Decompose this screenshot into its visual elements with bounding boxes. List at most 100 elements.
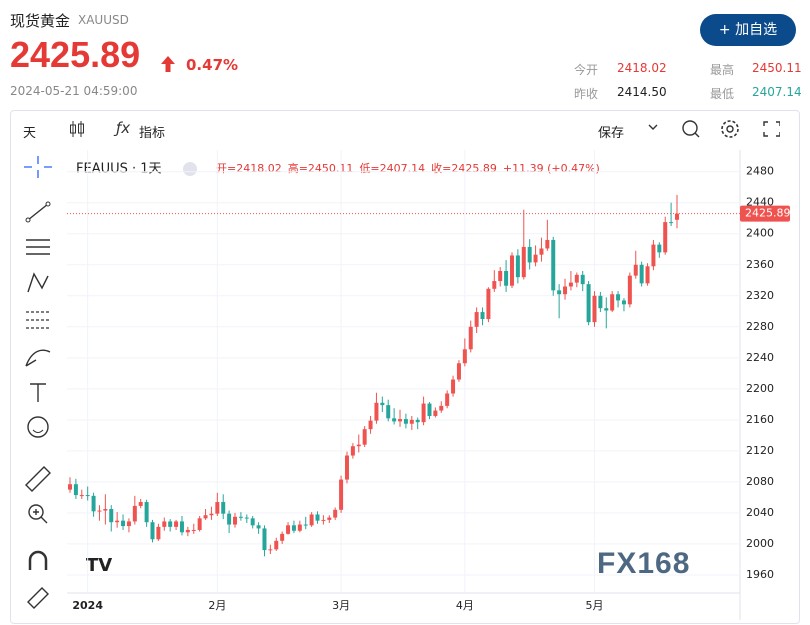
candle-body — [639, 264, 644, 284]
candle-body — [191, 529, 196, 531]
candle-body — [79, 495, 84, 497]
candle-body — [633, 264, 638, 276]
candle-body — [504, 270, 509, 286]
fx-icon: ƒx — [116, 119, 131, 137]
candle-body — [291, 525, 296, 531]
ohlc-label: 高=2450.11 — [288, 161, 354, 175]
candle-body — [386, 405, 391, 419]
y-tick-label: 2200 — [746, 382, 774, 395]
stat-value: 2414.50 — [617, 85, 667, 99]
stat-label: 今开 — [574, 63, 599, 77]
candle-body — [138, 502, 143, 506]
candle-body — [321, 519, 326, 521]
candle-body — [97, 510, 102, 512]
candle-body — [468, 326, 473, 350]
candle-body — [415, 419, 420, 423]
last-price-label: 2425.89 — [745, 207, 791, 220]
candle-body — [179, 521, 184, 533]
stat-label: 最高 — [710, 63, 735, 77]
candle-body — [280, 533, 285, 541]
candle-body — [669, 222, 674, 224]
symbol-name: 现货黄金 — [10, 12, 71, 30]
candle-body — [327, 517, 332, 520]
x-tick-label: 4月 — [456, 599, 474, 612]
save-button[interactable]: 保存 — [598, 126, 625, 141]
candle-body — [209, 513, 214, 516]
candle-body — [333, 509, 338, 518]
candle-body — [616, 294, 621, 301]
change: 0.47% — [186, 56, 239, 74]
candle-body — [398, 419, 403, 422]
candle-body — [268, 549, 273, 551]
candle-body — [274, 540, 279, 550]
candle-body — [392, 418, 397, 422]
candle-body — [403, 419, 408, 424]
collapse-icon[interactable] — [183, 162, 197, 176]
candle-body — [610, 294, 615, 311]
candle-body — [421, 403, 426, 423]
candle-body — [498, 270, 503, 282]
x-tick-label: 2月 — [208, 599, 226, 612]
candle-body — [227, 513, 232, 525]
candle-body — [303, 524, 308, 526]
candle-type-button[interactable] — [66, 118, 88, 140]
stat-label: 最低 — [710, 87, 735, 101]
y-tick-label: 1960 — [746, 568, 774, 581]
candle-body — [527, 246, 532, 263]
candle-body — [309, 514, 314, 526]
candle-body — [551, 239, 556, 291]
symbol-code: XAUUSD — [78, 13, 129, 27]
last-price-tag — [740, 205, 790, 222]
candle-body — [256, 525, 261, 529]
candle-body — [645, 266, 650, 284]
candle-body — [380, 402, 385, 406]
candle-body — [197, 518, 202, 530]
interval-button[interactable]: 天 — [23, 126, 37, 141]
candle-body — [174, 521, 179, 527]
candle-body — [233, 516, 238, 525]
candle-body — [445, 393, 450, 406]
y-tick-label: 2120 — [746, 444, 774, 457]
up-arrow — [161, 56, 175, 72]
chart-title: FEAUUS · 1天 — [76, 162, 162, 177]
candle-body — [203, 515, 208, 519]
candle-body — [533, 254, 538, 263]
candle-body — [621, 300, 626, 305]
candle-body — [598, 295, 603, 309]
save-dropdown[interactable] — [646, 120, 660, 134]
add-watchlist-button[interactable]: + 加自选 — [700, 14, 796, 46]
candle-body — [121, 520, 126, 527]
candle-body — [262, 528, 267, 551]
candle-body — [68, 484, 72, 490]
indicators-button[interactable]: 指标 — [139, 126, 166, 141]
candle-body — [574, 274, 579, 283]
candle-body — [339, 479, 344, 510]
candle-body — [580, 274, 585, 285]
candle-body — [480, 312, 485, 320]
candle-body — [651, 244, 656, 267]
candle-body — [85, 495, 90, 497]
candle-body — [185, 529, 190, 533]
candle-body — [150, 522, 155, 540]
candle-body — [439, 405, 444, 411]
chart-panel — [10, 110, 800, 624]
candle-body — [132, 505, 137, 522]
candle-body — [221, 502, 226, 514]
candle-body — [521, 246, 526, 278]
y-tick-label: 2360 — [746, 258, 774, 271]
toolbar-icons — [682, 120, 780, 138]
candle-body — [586, 284, 591, 323]
candle-body — [109, 509, 114, 523]
candle-body — [126, 521, 131, 527]
y-tick-label: 2440 — [746, 196, 774, 209]
candle-body — [451, 379, 456, 394]
stat-value: 2418.02 — [617, 61, 667, 75]
candle-body — [356, 444, 361, 447]
candle-body — [563, 286, 568, 295]
candle-body — [545, 239, 550, 249]
candle-body — [474, 312, 479, 327]
candle-body — [374, 402, 379, 421]
candle-body — [238, 516, 243, 518]
y-tick-label: 2160 — [746, 413, 774, 426]
y-tick-label: 2000 — [746, 537, 774, 550]
